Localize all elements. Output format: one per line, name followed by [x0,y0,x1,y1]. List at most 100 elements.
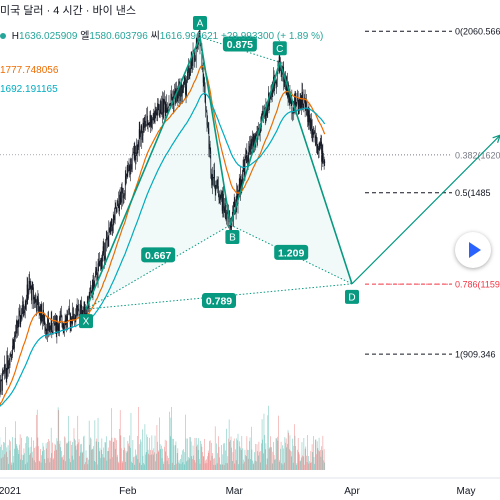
candle-body [12,339,14,346]
volume-bar [14,448,15,470]
candle-body [26,284,28,301]
candle-body [50,317,52,330]
candle-body [288,97,290,103]
candle-body [217,179,219,187]
candle-body [58,325,60,333]
volume-bar [175,441,177,470]
candle-body [15,333,17,336]
candle-body [206,112,208,125]
candle-body [104,242,105,260]
volume-bar [21,454,23,470]
volume-bar [292,462,294,470]
fib-level-label: 1(909.346 [455,350,496,360]
candle-body [42,309,44,318]
volume-bar [100,457,101,470]
candle-body [3,371,5,372]
close-value: 1616.996621 [159,31,219,42]
candle-body [67,308,69,315]
volume-bar [291,451,293,470]
candle-body [189,74,191,76]
candle-body [121,186,123,189]
candle-body [49,325,51,331]
volume-bar [186,461,187,470]
volume-bar [230,440,231,470]
volume-bar [10,462,12,470]
candle-body [315,136,317,139]
volume-bar [104,457,105,470]
volume-bar [63,455,65,470]
fib-level-label: 0.786(1159 [455,280,500,290]
volume-bar [283,462,285,470]
candle-body [90,287,92,293]
candle-body [312,132,314,135]
xabcd-pattern[interactable]: X A B C D 0.875 0.667 0.789 1.209 [79,16,500,329]
candle-body [208,128,210,150]
candle-body [150,123,152,127]
candle-body [142,135,143,141]
candle-body [188,66,190,75]
volume-bar [209,441,210,470]
candle-body [95,271,96,277]
volume-bar [135,449,136,470]
candle-body [225,212,227,220]
volume-bar [57,441,58,470]
candle-body [219,200,220,204]
candle-body [19,310,20,315]
volume-bar [289,449,290,470]
volume-bar [114,437,115,470]
volume-bar [197,444,198,470]
volume-bar [61,457,63,470]
volume-bar [292,438,293,470]
fib-levels: 0(2060.566 0.382(1620 0.5(1485 0.786(1159 1(… [0,27,500,360]
volume-bar [101,438,103,470]
candle-body [252,136,254,144]
volume-bar [200,443,202,470]
volume-bar [176,463,177,470]
volume-bar [263,413,265,470]
candle-body [13,339,15,349]
volume-bar [75,445,77,470]
volume-bar [275,438,277,470]
volume-bar [143,464,145,470]
candle-body [166,104,167,113]
candle-body [212,177,214,185]
volume-bar [206,459,207,470]
volume-bar [108,451,110,470]
volume-bar [139,462,141,470]
candle-body [236,192,238,210]
volume-bar [52,459,54,470]
candle-body [322,150,324,162]
volume-bar [153,448,155,470]
candle-body [166,109,168,113]
volume-bar [190,437,191,470]
volume-bar [213,458,214,470]
time-tick-label: Apr [344,486,360,497]
volume-bar [25,443,27,470]
candle-body [304,97,305,99]
scroll-to-realtime-button[interactable] [455,232,491,268]
volume-bar [106,460,108,470]
volume-bar [177,448,179,470]
volume-bar [264,434,265,470]
volume-bar [43,446,44,470]
candle-body [281,71,283,75]
volume-bar [168,464,170,470]
candle-body [154,112,155,123]
volume-bar [299,454,300,470]
volume-bar [175,445,176,470]
candle-body [149,115,151,125]
volume-bar [86,457,88,470]
volume-bar [85,462,86,470]
volume-bar [231,447,232,470]
volume-bar [315,439,317,470]
candle-body [48,319,49,331]
candle-body [248,145,250,163]
volume-bar [47,458,49,470]
candle-body [60,315,62,317]
candle-body [137,141,139,154]
candle-body [64,319,66,329]
volume-bar [28,437,29,470]
volume-bar [271,463,273,470]
